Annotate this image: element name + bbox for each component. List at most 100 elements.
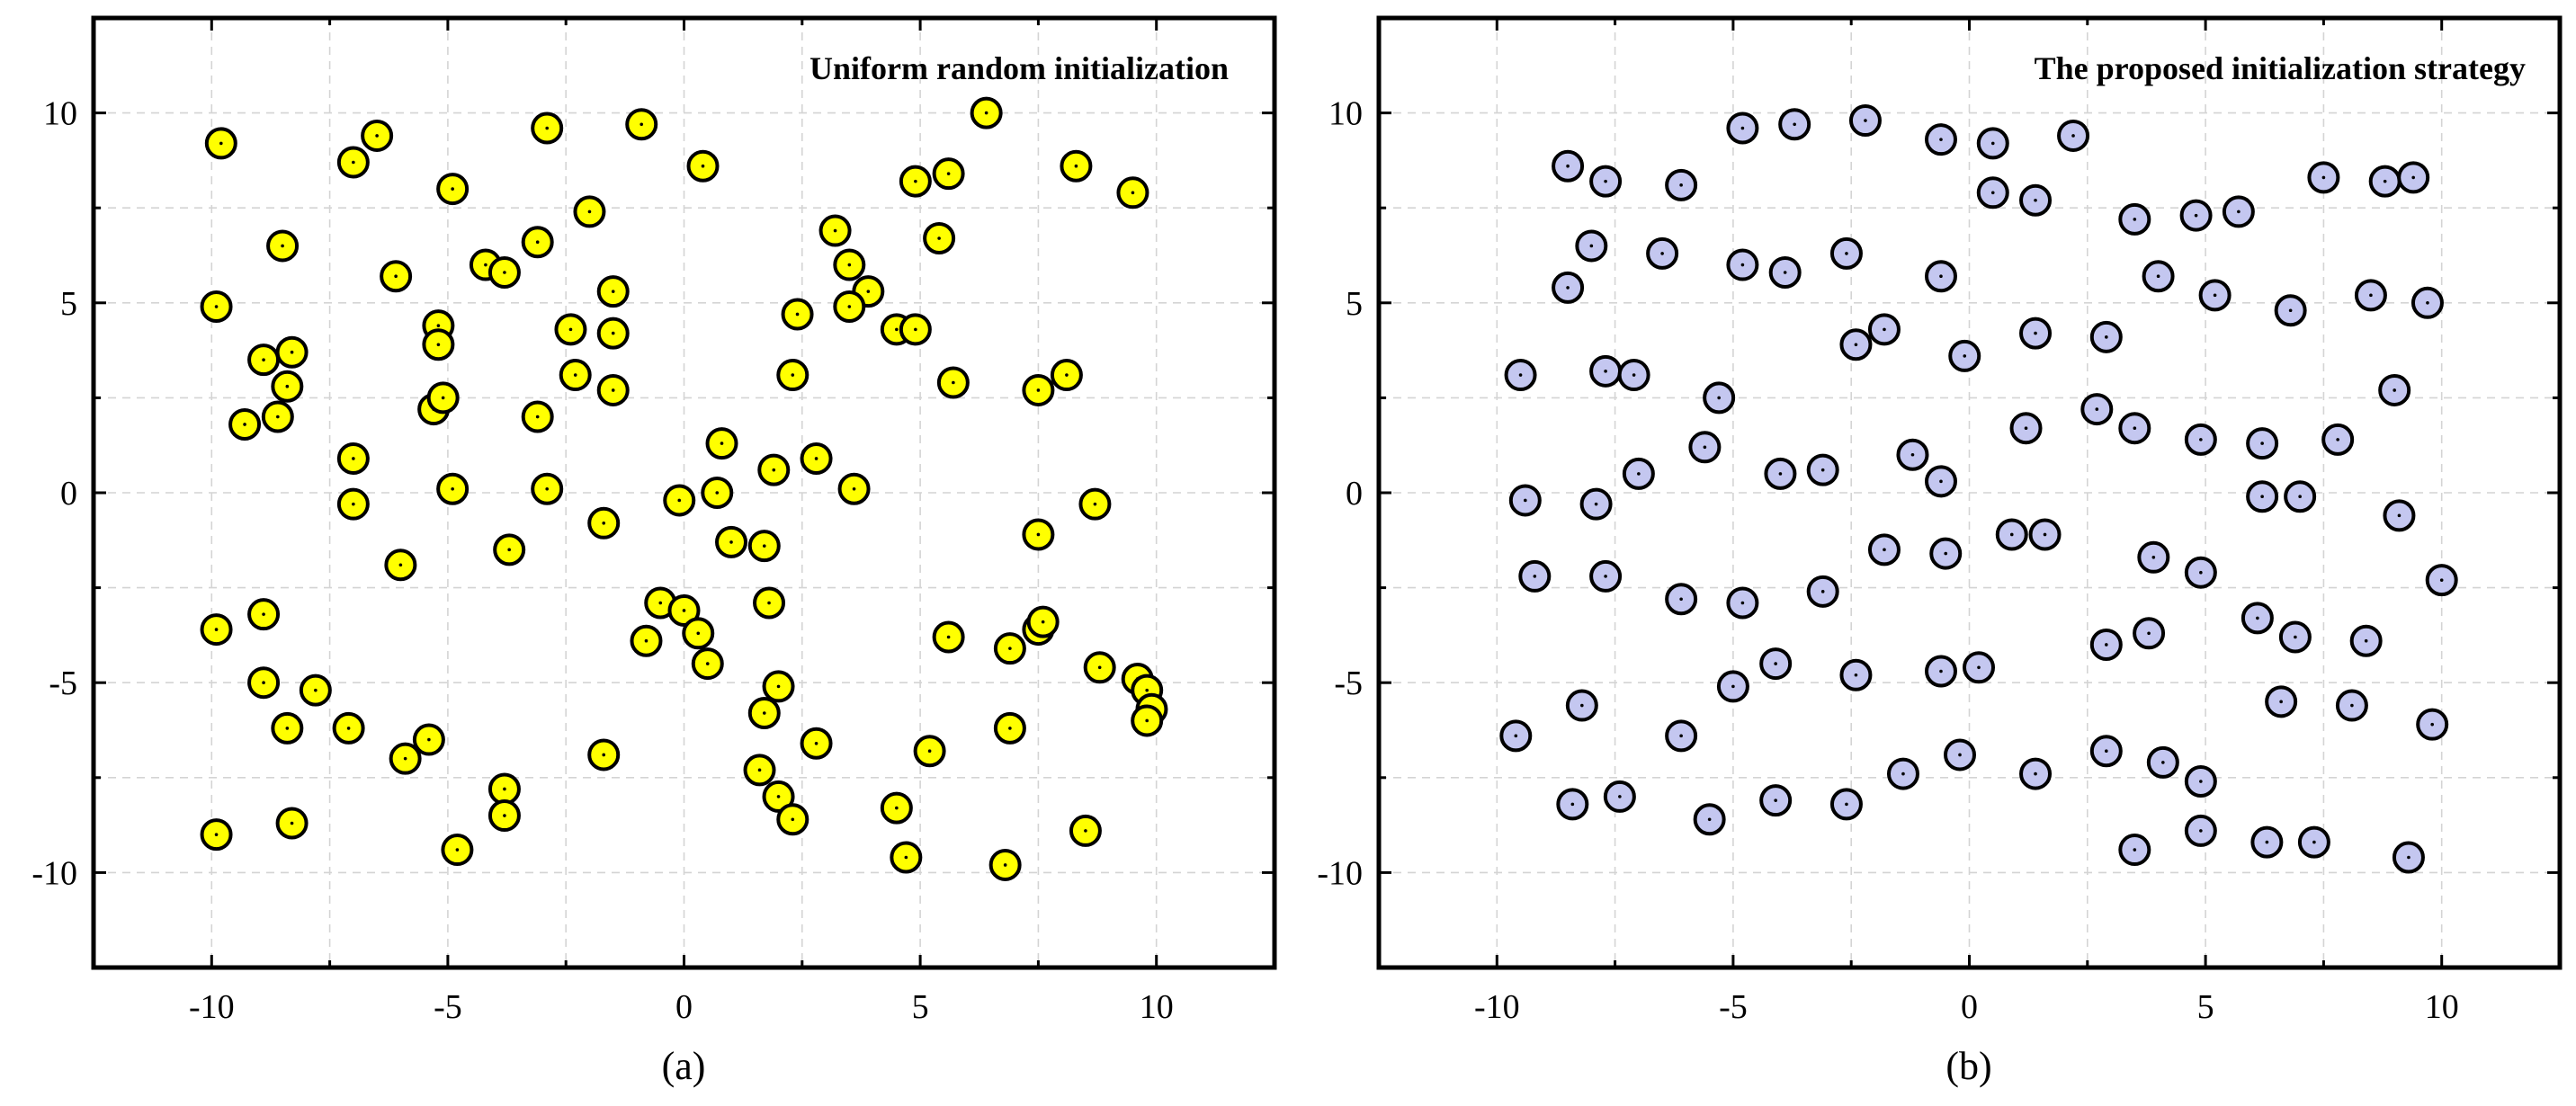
point-center-dot [2034, 772, 2037, 776]
point-center-dot [833, 228, 837, 233]
point-center-dot [285, 384, 290, 388]
data-point-b [1579, 487, 1613, 521]
point-center-dot [1910, 452, 1915, 457]
point-center-dot [2043, 532, 2047, 537]
data-point-a [936, 366, 970, 399]
point-center-dot [503, 271, 506, 274]
point-center-dot [1939, 669, 1943, 673]
point-center-dot [2009, 532, 2014, 537]
data-point-a [837, 472, 871, 505]
data-point-b [1726, 111, 1759, 145]
data-point-a [436, 472, 470, 505]
point-center-dot [1514, 734, 1518, 738]
data-point-b [2179, 199, 2213, 232]
data-point-b [1693, 803, 1726, 836]
point-center-dot [2105, 643, 2108, 647]
point-center-dot [644, 638, 648, 643]
point-center-dot [1660, 252, 1664, 255]
data-point-b [1589, 354, 1623, 388]
grid-b [1379, 18, 2560, 968]
point-center-dot [290, 821, 294, 825]
point-center-dot [1939, 138, 1943, 141]
point-center-dot [1939, 274, 1943, 279]
data-point-b [1575, 229, 1608, 263]
data-point-b [2349, 624, 2383, 657]
data-point-b [2142, 260, 2175, 293]
data-point-b [2354, 279, 2387, 312]
point-center-dot [262, 612, 265, 616]
point-center-dot [1036, 388, 1041, 392]
point-center-dot [1707, 817, 1712, 822]
data-point-b [1665, 168, 1698, 201]
point-center-dot [2260, 442, 2264, 445]
point-center-dot [398, 563, 403, 567]
data-point-a [261, 400, 294, 433]
data-point-b [1924, 465, 1957, 498]
point-center-dot [2426, 301, 2429, 305]
point-center-dot [1131, 191, 1135, 195]
data-point-a [200, 613, 233, 647]
data-point-b [1948, 339, 1981, 372]
data-point-b [2246, 427, 2279, 460]
data-point-a [422, 328, 455, 361]
point-center-dot [2151, 556, 2156, 559]
point-center-dot [946, 635, 951, 639]
point-center-dot [2237, 210, 2241, 214]
data-point-a [1116, 176, 1149, 210]
data-point-b [2028, 518, 2062, 551]
data-point-b [2274, 294, 2307, 327]
x-tick-label: -5 [1719, 988, 1748, 1026]
point-center-dot [2279, 700, 2283, 704]
data-point-b [2246, 480, 2279, 513]
point-center-dot [852, 486, 856, 491]
point-center-dot [2199, 780, 2203, 783]
point-center-dot [1820, 590, 1825, 593]
data-point-b [1839, 328, 1873, 361]
point-center-dot [1679, 597, 1683, 602]
data-point-b [2265, 685, 2298, 718]
point-center-dot [503, 814, 506, 817]
data-point-b [2378, 373, 2411, 406]
point-center-dot [2393, 388, 2396, 392]
point-center-dot [2411, 175, 2415, 180]
point-center-dot [814, 457, 818, 460]
data-point-b [2222, 195, 2255, 228]
point-center-dot [1717, 396, 1721, 400]
data-point-b [2392, 841, 2425, 874]
point-center-dot [1008, 727, 1012, 730]
point-center-dot [568, 327, 573, 332]
data-point-a [705, 427, 738, 460]
data-point-b [1759, 647, 1793, 681]
point-center-dot [1977, 665, 1981, 670]
data-point-a [753, 586, 786, 620]
point-center-dot [1097, 665, 1102, 670]
point-center-dot [602, 753, 606, 757]
point-center-dot [1901, 772, 1905, 776]
point-center-dot [2034, 198, 2037, 202]
point-center-dot [927, 749, 932, 754]
data-point-a [332, 711, 365, 745]
data-point-b [1703, 381, 1736, 415]
data-point-a [271, 711, 304, 745]
y-tick-label: -5 [1334, 664, 1363, 702]
point-center-dot [2199, 829, 2203, 833]
point-center-dot [2156, 274, 2160, 279]
data-point-b [2019, 757, 2053, 790]
tick-labels-b: -10 -5 0 5 10 -10 -5 0 5 10 [1317, 95, 2458, 1026]
point-center-dot [720, 442, 724, 445]
data-point-a [412, 723, 445, 756]
point-center-dot [2133, 426, 2137, 430]
point-center-dot [772, 468, 776, 472]
point-center-dot [2133, 848, 2137, 852]
point-center-dot [895, 806, 899, 810]
point-center-dot [587, 210, 592, 214]
data-point-b [1726, 586, 1759, 620]
point-center-dot [2298, 495, 2302, 499]
data-point-b [2184, 814, 2217, 847]
grid-a [94, 18, 1275, 968]
data-point-b [2411, 286, 2444, 319]
point-center-dot [904, 855, 908, 860]
data-point-a [361, 119, 394, 152]
point-center-dot [696, 631, 701, 636]
point-center-dot [1820, 468, 1825, 472]
